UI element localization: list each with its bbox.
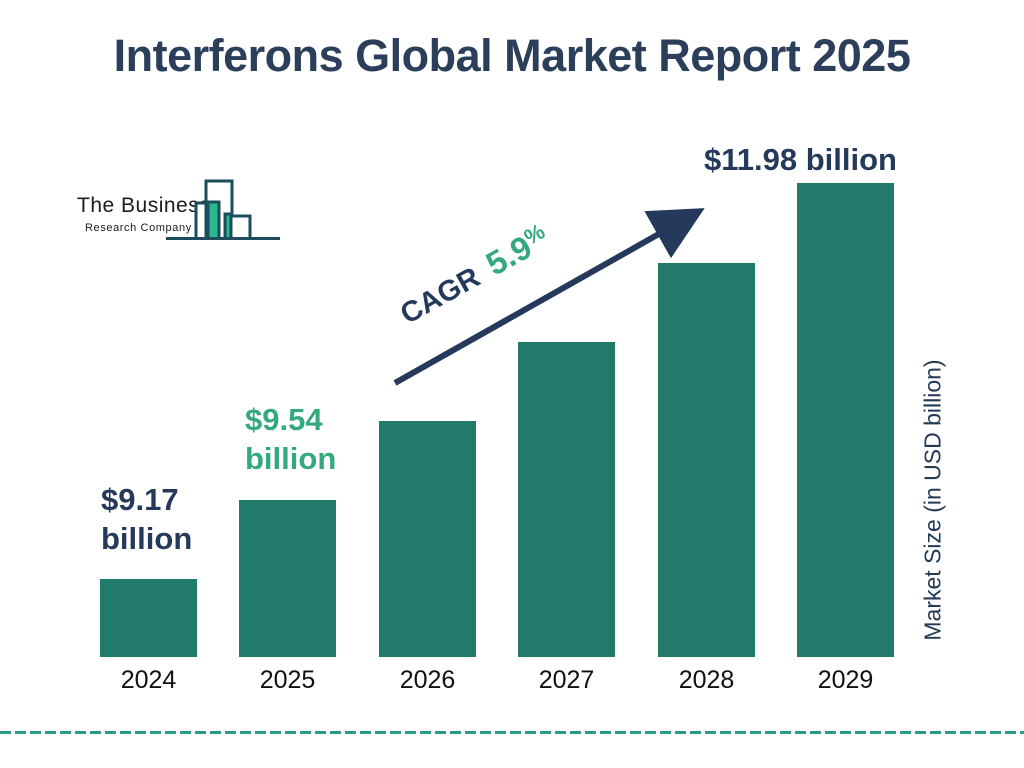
value-label-2029: $11.98 billion (704, 142, 897, 177)
growth-arrow-icon (393, 208, 705, 386)
year-label-2028: 2028 (678, 666, 735, 694)
value-label-2024: $9.17 billion (101, 480, 192, 558)
value-label-2024-unit: billion (101, 521, 193, 556)
year-label-2024: 2024 (120, 666, 177, 694)
year-label-2025: 2025 (259, 666, 316, 694)
bar-2027 (518, 342, 615, 657)
logo-company-name: The Business (77, 194, 211, 217)
page-title: Interferons Global Market Report 2025 (113, 30, 911, 81)
value-label-2025-unit: billion (245, 441, 337, 476)
year-label-2026: 2026 (399, 666, 456, 694)
y-axis-label: Market Size (in USD billion) (919, 359, 946, 641)
value-label-2025-amount: $9.54 (245, 402, 323, 437)
bar-2024 (100, 579, 197, 657)
company-logo: The Business Research Company (75, 178, 290, 248)
bottom-dashed-divider (0, 731, 1024, 734)
bar-2025 (239, 500, 336, 657)
bar-2028 (658, 263, 755, 657)
year-label-2029: 2029 (817, 666, 874, 694)
year-label-2027: 2027 (538, 666, 595, 694)
logo-company-subname: Research Company (85, 222, 192, 234)
value-label-2025: $9.54 billion (245, 400, 336, 478)
value-label-2024-amount: $9.17 (101, 482, 179, 517)
logo-bars-icon (166, 179, 280, 240)
bar-2026 (379, 421, 476, 657)
bar-2029 (797, 183, 894, 657)
